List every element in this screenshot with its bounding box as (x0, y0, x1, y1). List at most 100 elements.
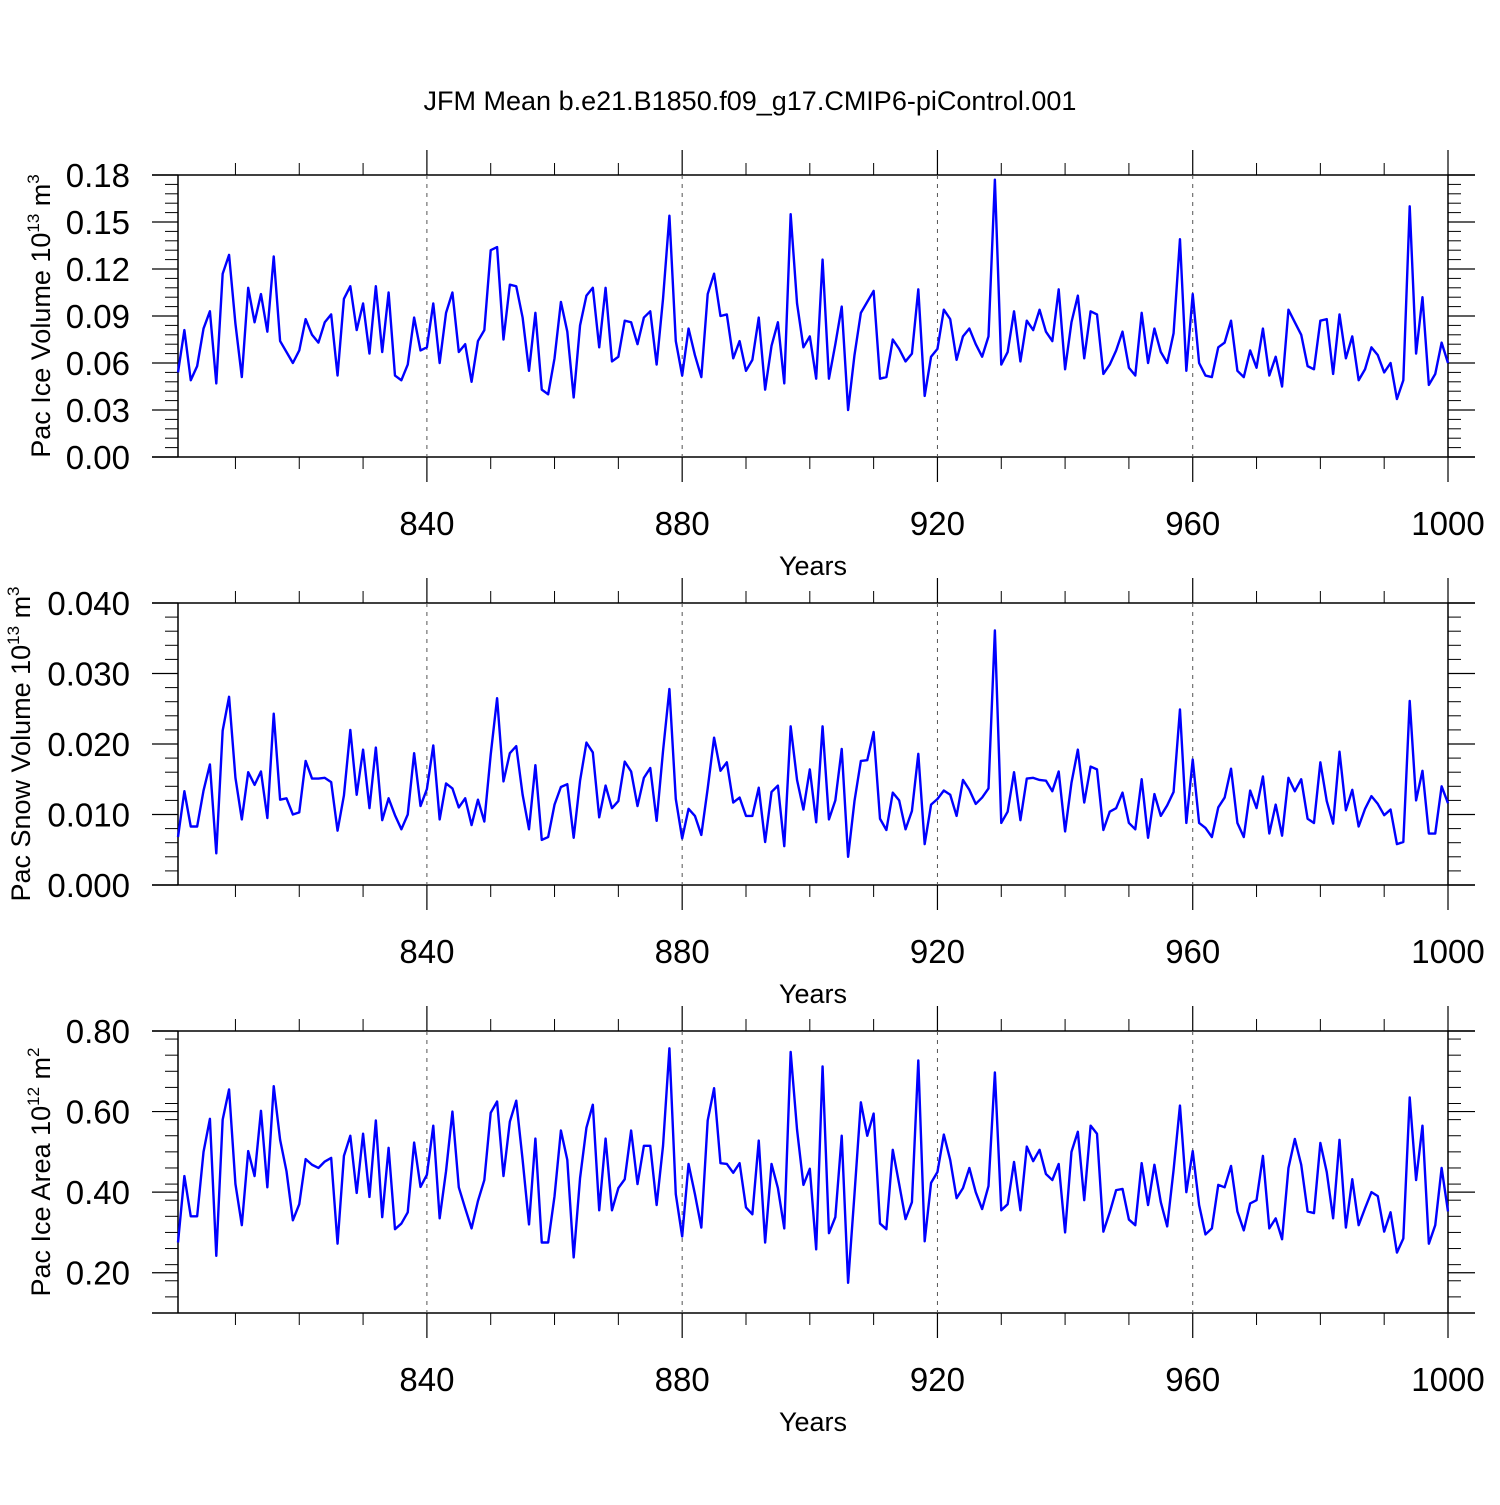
data-point (388, 1147, 390, 1149)
data-point (700, 376, 702, 378)
data-point (496, 246, 498, 248)
data-point (343, 794, 345, 796)
data-point (1000, 364, 1002, 366)
data-point (956, 359, 958, 361)
data-point (732, 357, 734, 359)
y-tick-label: 0.040 (47, 585, 130, 622)
data-point (617, 356, 619, 358)
data-point (656, 820, 658, 822)
series-line (176, 1047, 1450, 1284)
data-point (490, 754, 492, 756)
chart-title: JFM Mean b.e21.B1850.f09_g17.CMIP6-piCon… (424, 86, 1077, 116)
data-point (1058, 288, 1060, 290)
data-point (662, 750, 664, 752)
data-point (375, 1119, 377, 1121)
series-points (177, 630, 1449, 858)
data-point (1096, 768, 1098, 770)
data-point (637, 805, 639, 807)
data-point (892, 792, 894, 794)
data-point (828, 818, 830, 820)
data-point (1421, 296, 1423, 298)
data-point (585, 1127, 587, 1129)
y-tick-label: 0.000 (47, 867, 130, 904)
data-point (860, 760, 862, 762)
data-point (1377, 1195, 1379, 1197)
data-point (1141, 1162, 1143, 1164)
data-point (317, 342, 319, 344)
data-point (847, 856, 849, 858)
y-tick-label: 0.60 (66, 1094, 130, 1131)
data-point (432, 1125, 434, 1127)
data-point (343, 298, 345, 300)
data-point (292, 814, 294, 816)
data-point (343, 1155, 345, 1157)
data-point (1313, 368, 1315, 370)
data-point (509, 1121, 511, 1123)
data-point (458, 1186, 460, 1188)
data-point (1083, 802, 1085, 804)
data-point (375, 285, 377, 287)
data-point (643, 1145, 645, 1147)
data-point (579, 780, 581, 782)
data-point (1102, 1231, 1104, 1233)
data-point (1179, 238, 1181, 240)
data-point (458, 806, 460, 808)
data-point (1326, 800, 1328, 802)
data-point (1351, 1178, 1353, 1180)
data-point (420, 1186, 422, 1188)
x-tick-label: 840 (399, 933, 454, 970)
x-tick-label: 840 (399, 505, 454, 542)
data-point (975, 803, 977, 805)
data-point (643, 777, 645, 779)
data-point (585, 742, 587, 744)
data-point (924, 843, 926, 845)
data-point (790, 725, 792, 727)
data-point (285, 797, 287, 799)
data-point (713, 1087, 715, 1089)
data-point (1224, 797, 1226, 799)
data-point (1122, 331, 1124, 333)
data-point (802, 1184, 804, 1186)
data-point (471, 381, 473, 383)
data-point (1007, 811, 1009, 813)
data-point (681, 837, 683, 839)
data-point (930, 1182, 932, 1184)
data-point (802, 346, 804, 348)
data-point (866, 1135, 868, 1137)
data-point (815, 821, 817, 823)
data-point (1128, 367, 1130, 369)
data-point (177, 1242, 179, 1244)
data-point (1173, 332, 1175, 334)
data-point (853, 800, 855, 802)
data-point (356, 794, 358, 796)
data-point (496, 697, 498, 699)
data-point (215, 852, 217, 854)
data-point (222, 273, 224, 275)
data-point (573, 1256, 575, 1258)
data-point (285, 351, 287, 353)
data-point (1204, 827, 1206, 829)
data-point (1007, 351, 1009, 353)
data-point (292, 1219, 294, 1221)
data-point (726, 761, 728, 763)
data-point (1390, 1211, 1392, 1213)
data-point (1045, 331, 1047, 333)
series-line (176, 178, 1450, 412)
data-point (822, 1065, 824, 1067)
data-point (541, 839, 543, 841)
data-point (879, 378, 881, 380)
data-point (400, 379, 402, 381)
data-point (1198, 1204, 1200, 1206)
data-point (1109, 811, 1111, 813)
data-point (222, 1119, 224, 1121)
data-point (994, 1071, 996, 1073)
data-point (707, 1119, 709, 1121)
data-point (330, 1157, 332, 1159)
data-point (337, 830, 339, 832)
data-point (1051, 340, 1053, 342)
data-point (349, 729, 351, 731)
data-point (790, 1051, 792, 1053)
data-point (311, 334, 313, 336)
data-point (190, 825, 192, 827)
data-point (764, 841, 766, 843)
